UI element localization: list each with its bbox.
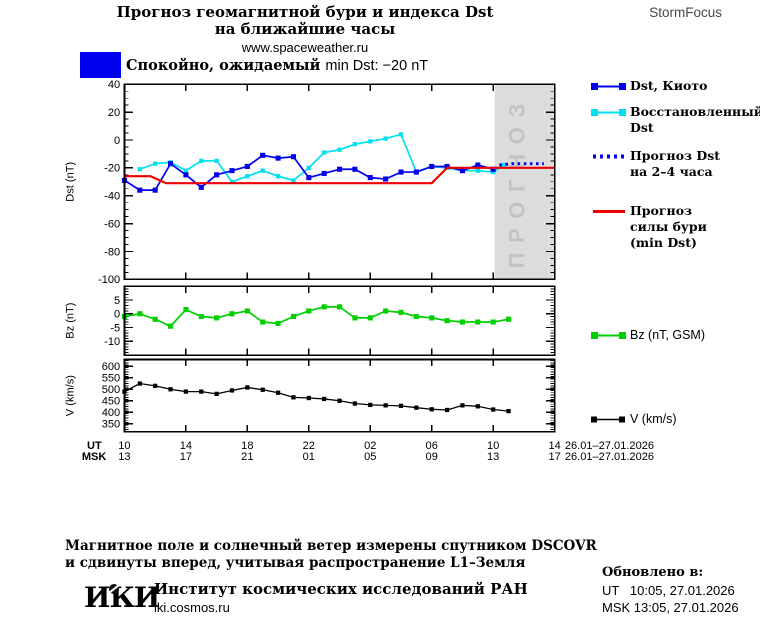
legend-bz-label: Bz (nT, GSM): [630, 328, 706, 342]
v-ytick-label: 400: [102, 407, 120, 419]
dst-frame: [123, 83, 556, 281]
svg-text:22: 22: [303, 440, 315, 452]
bz-ytick-label: 5: [114, 295, 120, 307]
dst-kyoto-line: [123, 154, 494, 192]
v-legend-sample: [591, 416, 625, 423]
legend-bz: Bz (nT, GSM): [591, 327, 705, 343]
svg-text:10: 10: [118, 440, 130, 452]
updated-ut: UT 10:05, 27.01.2026: [602, 583, 735, 598]
legend-storm-strength: Прогноз силы бури (min Dst): [591, 203, 707, 251]
v-ytick-label: 450: [102, 396, 120, 408]
x-axis-labels: UTMSK1013141718212201020506091013141726.…: [82, 440, 654, 463]
legend-forecast-dst: Прогноз Dst на 2–4 часа: [591, 148, 720, 180]
bz-panel: 5 0-5 -10 Bz (nT): [64, 285, 556, 356]
storm-status-text: Спокойно, ожидаемый min Dst: −20 nT: [126, 57, 428, 74]
storm-strength-line: [124, 166, 555, 185]
svg-text:17: 17: [548, 451, 560, 463]
legend-restored-dst: Восстановленный Dst: [591, 104, 760, 136]
legend-restored-dst-label: Восстановленный Dst: [630, 104, 760, 135]
institute-site: iki.cosmos.ru: [154, 600, 230, 615]
storm-strength-legend-sample: [593, 210, 625, 213]
dst-ytick-label: 20: [108, 107, 120, 119]
v-ytick-label: 550: [102, 373, 120, 385]
svg-text:14: 14: [548, 440, 560, 452]
dst-kyoto-legend-sample: [591, 83, 626, 90]
page-title-line2: на ближайшие часы: [214, 20, 396, 38]
legend-dst-kyoto: Dst, Киото: [591, 78, 707, 94]
brand-label: StormFocus: [649, 5, 722, 20]
storm-level-swatch: [80, 52, 121, 78]
bz-legend-sample: [591, 332, 626, 339]
bz-frame: [123, 285, 556, 356]
v-line: [124, 382, 509, 412]
institute-name: Институт космических исследований РАН: [154, 580, 528, 598]
v-ticks: [123, 359, 556, 432]
updated-label: Обновлено в:: [602, 565, 704, 580]
svg-text:UT: UT: [87, 440, 102, 452]
v-ytick-label: 350: [102, 419, 120, 431]
updated-msk: MSK 13:05, 27.01.2026: [602, 600, 739, 615]
bz-ticks: [123, 286, 556, 356]
restored-dst-legend-sample: [591, 109, 626, 116]
bz-ytick-label: 0: [114, 309, 120, 321]
legend-v-label: V (km/s): [630, 412, 677, 426]
svg-text:26.01–27.01.2026: 26.01–27.01.2026: [565, 451, 654, 463]
legend-forecast-dst-label: Прогноз Dst на 2–4 часа: [630, 148, 721, 179]
dst-ytick-label: -80: [104, 246, 120, 258]
bz-markers: [121, 304, 512, 329]
svg-text:09: 09: [426, 451, 438, 463]
svg-text:MSK: MSK: [82, 451, 107, 463]
dst-ytick-label: 40: [108, 80, 120, 91]
svg-text:05: 05: [364, 451, 376, 463]
dst-ticks: [123, 83, 556, 281]
svg-text:10: 10: [487, 440, 499, 452]
restored-dst-markers: [137, 132, 507, 184]
svg-text:02: 02: [364, 440, 376, 452]
storm-status-bold: Спокойно, ожидаемый: [126, 57, 326, 74]
svg-text:01: 01: [303, 451, 315, 463]
footnote-line2: и сдвинуты вперед, учитывая распростране…: [65, 555, 526, 571]
bz-ylabel: Bz (nT): [64, 303, 76, 339]
svg-text:06: 06: [426, 440, 438, 452]
v-ytick-label: 600: [102, 361, 120, 373]
bz-line: [124, 305, 509, 328]
footnote-line1: Магнитное поле и солнечный ветер измерен…: [65, 538, 597, 554]
v-ytick-label: 500: [102, 384, 120, 396]
page-title-line1: Прогноз геомагнитной бури и индекса Dst: [116, 3, 494, 21]
svg-text:21: 21: [241, 451, 253, 463]
forecast-dst-legend-sample: [593, 154, 625, 159]
legend-storm-strength-label: Прогноз силы бури (min Dst): [630, 203, 707, 250]
dst-ytick-label: -100: [98, 274, 120, 286]
dst-ytick-label: -20: [104, 163, 120, 175]
bz-ytick-label: -10: [104, 336, 120, 348]
svg-text:18: 18: [241, 440, 253, 452]
forecast-region: [494, 85, 554, 279]
dst-ytick-label: 0: [114, 135, 120, 147]
dst-panel: П Р О Г Н О З 40 20 0 -20 -40 -60 -80 -100 Dst (n…: [64, 80, 556, 286]
header: Прогноз геомагнитной бури и индекса Dst …: [20, 3, 590, 56]
source-url: www.spaceweather.ru: [241, 40, 369, 55]
legend-v: V (km/s): [591, 411, 677, 427]
dst-ylabel: Dst (nT): [64, 162, 76, 202]
v-ylabel: V (km/s): [64, 375, 76, 416]
storm-status-value: min Dst: −20 nT: [325, 58, 429, 74]
legend-dst-kyoto-label: Dst, Киото: [630, 78, 708, 93]
dst-ytick-label: -40: [104, 191, 120, 203]
iki-logo: ИКИ: [84, 581, 160, 614]
bz-ytick-label: -5: [110, 322, 120, 334]
v-frame: [123, 358, 556, 433]
svg-text:13: 13: [487, 451, 499, 463]
forecast-watermark: П Р О Г Н О З: [505, 102, 530, 269]
forecast-dst-line: [499, 162, 544, 167]
svg-text:14: 14: [180, 440, 192, 452]
dst-ytick-label: -60: [104, 218, 120, 230]
svg-text:13: 13: [118, 451, 130, 463]
svg-text:26.01–27.01.2026: 26.01–27.01.2026: [565, 440, 654, 452]
svg-text:17: 17: [180, 451, 192, 463]
dst-kyoto-markers: [121, 152, 496, 193]
